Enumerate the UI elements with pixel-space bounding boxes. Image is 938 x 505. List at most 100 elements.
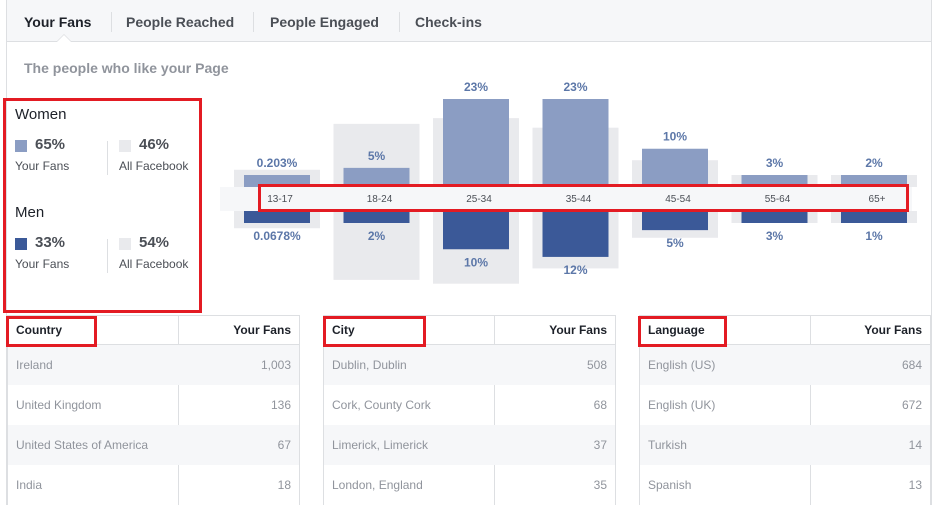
- annotation-box-language: [638, 316, 727, 347]
- men-bar: [741, 211, 808, 223]
- women-bar-label: 23%: [464, 80, 488, 94]
- men-fb-pct: 54%: [139, 234, 170, 251]
- tab-people-engaged[interactable]: People Engaged: [270, 14, 379, 30]
- men-bar-label: 10%: [464, 255, 488, 269]
- men-bar: [443, 211, 509, 250]
- men-fb-swatch: [119, 238, 131, 250]
- row-value: 37: [593, 438, 607, 452]
- row-value: 1,003: [260, 358, 291, 372]
- men-bar: [841, 211, 907, 223]
- row-label: United Kingdom: [16, 398, 102, 412]
- women-swatch: [15, 140, 27, 152]
- men-bar: [542, 211, 609, 257]
- country-table: Country Your Fans Ireland 1,003 United K…: [7, 315, 300, 505]
- women-fb-pct: 46%: [139, 136, 170, 153]
- table-row: English (US) 684: [640, 345, 930, 385]
- row-value: 136: [270, 398, 291, 412]
- tab-people-reached[interactable]: People Reached: [126, 14, 235, 30]
- language-table-header: Language Your Fans: [640, 315, 930, 345]
- row-value: 18: [277, 478, 291, 492]
- column-divider: [810, 315, 811, 505]
- table-row: Turkish 14: [640, 425, 930, 465]
- women-bar: [642, 148, 708, 187]
- tab-divider: [399, 12, 400, 32]
- row-value: 684: [901, 358, 922, 372]
- men-title: Men: [15, 204, 45, 221]
- city-fans-column-header[interactable]: Your Fans: [549, 323, 607, 337]
- row-value: 35: [593, 478, 607, 492]
- row-label: Turkish: [648, 438, 687, 452]
- tab-divider: [111, 12, 112, 32]
- table-row: United States of America 67: [8, 425, 299, 465]
- panel-border-right: [931, 0, 932, 505]
- age-tick-label: 13-17: [267, 194, 293, 205]
- women-bar-label: 5%: [368, 149, 386, 163]
- women-bar-label: 0.203%: [257, 156, 298, 170]
- section-subtitle: The people who like your Page: [24, 60, 229, 76]
- age-tick-label: 18-24: [367, 194, 393, 205]
- language-table: Language Your Fans English (US) 684 Engl…: [639, 315, 931, 505]
- men-fb-label: All Facebook: [119, 257, 189, 271]
- country-column-header[interactable]: Country: [16, 323, 62, 337]
- women-bar-label: 10%: [663, 130, 687, 144]
- language-column-header[interactable]: Language: [648, 323, 705, 337]
- column-divider: [494, 315, 495, 505]
- row-value: 13: [908, 478, 922, 492]
- men-bar-label: 12%: [563, 263, 587, 277]
- city-table: City Your Fans Dublin, Dublin 508 Cork, …: [323, 315, 616, 505]
- language-fans-column-header[interactable]: Your Fans: [864, 323, 922, 337]
- women-bar: [343, 167, 410, 187]
- tab-check-ins[interactable]: Check-ins: [415, 14, 482, 30]
- women-bar: [443, 99, 509, 187]
- men-bar-label: 3%: [766, 229, 784, 243]
- men-bar-label: 5%: [666, 236, 684, 250]
- men-bar-label: 0.0678%: [253, 229, 301, 243]
- tab-divider: [253, 12, 254, 32]
- table-row: Cork, County Cork 68: [324, 385, 615, 425]
- table-row: Dublin, Dublin 508: [324, 345, 615, 385]
- table-row: United Kingdom 136: [8, 385, 299, 425]
- row-label: United States of America: [16, 438, 149, 452]
- city-column-header[interactable]: City: [332, 323, 355, 337]
- country-fans-column-header[interactable]: Your Fans: [233, 323, 291, 337]
- age-tick-label: 45-54: [665, 194, 691, 205]
- row-label: English (US): [648, 358, 716, 372]
- annotation-box-gender: [3, 98, 202, 313]
- row-value: 68: [593, 398, 607, 412]
- row-label: Dublin, Dublin: [332, 358, 407, 372]
- women-divider: [107, 141, 108, 175]
- men-fans-pct: 33%: [35, 234, 66, 251]
- women-bar-label: 23%: [563, 80, 587, 94]
- table-row: Spanish 13: [640, 465, 930, 505]
- table-row: English (UK) 672: [640, 385, 930, 425]
- table-row: India 18: [8, 465, 299, 505]
- row-value: 67: [277, 438, 291, 452]
- women-fans-pct: 65%: [35, 136, 66, 153]
- row-label: Ireland: [16, 358, 53, 372]
- men-fans-label: Your Fans: [15, 257, 70, 271]
- men-bar: [343, 211, 410, 223]
- city-table-header: City Your Fans: [324, 315, 615, 345]
- tab-your-fans[interactable]: Your Fans: [24, 14, 92, 30]
- women-fb-swatch: [119, 140, 131, 152]
- table-row: Ireland 1,003: [8, 345, 299, 385]
- row-value: 672: [901, 398, 922, 412]
- row-label: English (UK): [648, 398, 716, 412]
- column-divider: [178, 315, 179, 505]
- row-label: India: [16, 478, 43, 492]
- men-divider: [107, 239, 108, 273]
- annotation-box-country: [6, 316, 97, 347]
- active-tab-caret: [57, 35, 71, 42]
- table-row: Limerick, Limerick 37: [324, 425, 615, 465]
- panel-border-left: [6, 0, 7, 505]
- row-label: London, England: [332, 478, 423, 492]
- women-bar-label: 2%: [865, 156, 883, 170]
- annotation-box-city: [323, 316, 426, 347]
- age-tick-label: 35-44: [566, 194, 592, 205]
- men-bar-label: 2%: [368, 229, 386, 243]
- men-swatch: [15, 238, 27, 250]
- age-gender-chart: 0.203% 0.0678% 13-17 5% 2% 18-24 23% 10% 25-34 23…: [220, 80, 917, 284]
- age-tick-label: 65+: [869, 194, 886, 205]
- row-label: Limerick, Limerick: [332, 438, 429, 452]
- table-row: London, England 35: [324, 465, 615, 505]
